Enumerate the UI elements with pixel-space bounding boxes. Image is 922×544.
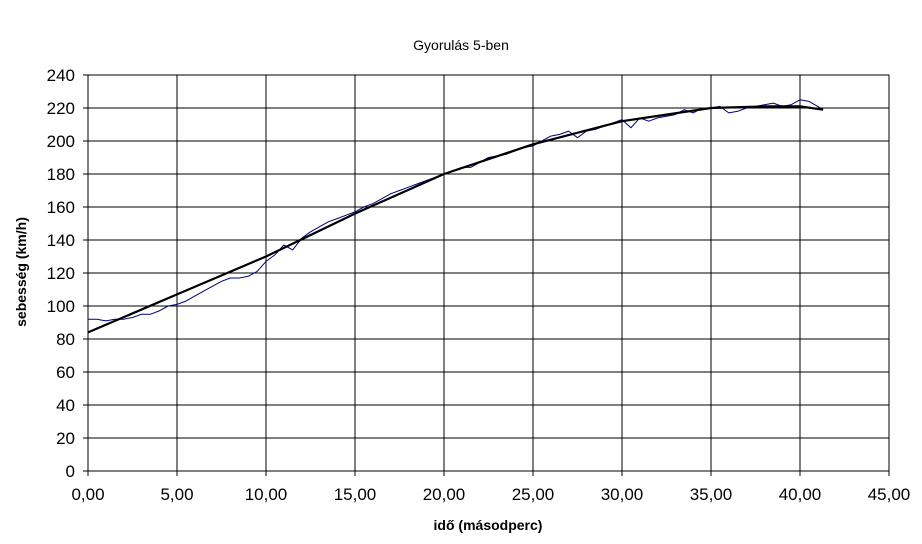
- grid: [87, 74, 890, 472]
- x-tick-label: 15,00: [334, 485, 377, 504]
- y-tick-label: 160: [47, 198, 75, 217]
- y-tick-label: 200: [47, 132, 75, 151]
- y-tick-label: 60: [56, 363, 75, 382]
- x-tick-label: 25,00: [512, 485, 555, 504]
- x-tick-label: 30,00: [601, 485, 644, 504]
- chart-title: Gyorulás 5-ben: [413, 37, 509, 53]
- ticks: 0 20 40 60 80 100 120 140 160 180 200 220 240 0,00 5,0…: [47, 66, 911, 504]
- y-tick-label: 40: [56, 396, 75, 415]
- y-tick-label: 180: [47, 165, 75, 184]
- x-tick-label: 20,00: [423, 485, 466, 504]
- x-tick-label: 0,00: [71, 485, 104, 504]
- y-tick-label: 120: [47, 264, 75, 283]
- series-group: [87, 99, 824, 334]
- series-line-trend: [87, 105, 824, 334]
- y-tick-label: 240: [47, 66, 75, 85]
- x-tick-label: 45,00: [868, 485, 911, 504]
- x-axis-label: idő (másodperc): [433, 517, 543, 533]
- y-tick-label: 220: [47, 99, 75, 118]
- y-tick-label: 80: [56, 330, 75, 349]
- y-tick-label: 20: [56, 429, 75, 448]
- x-tick-label: 5,00: [160, 485, 193, 504]
- x-tick-label: 10,00: [245, 485, 288, 504]
- y-tick-label: 100: [47, 297, 75, 316]
- x-tick-label: 40,00: [779, 485, 822, 504]
- y-tick-label: 140: [47, 231, 75, 250]
- x-tick-label: 35,00: [690, 485, 733, 504]
- y-tick-label: 0: [66, 462, 75, 481]
